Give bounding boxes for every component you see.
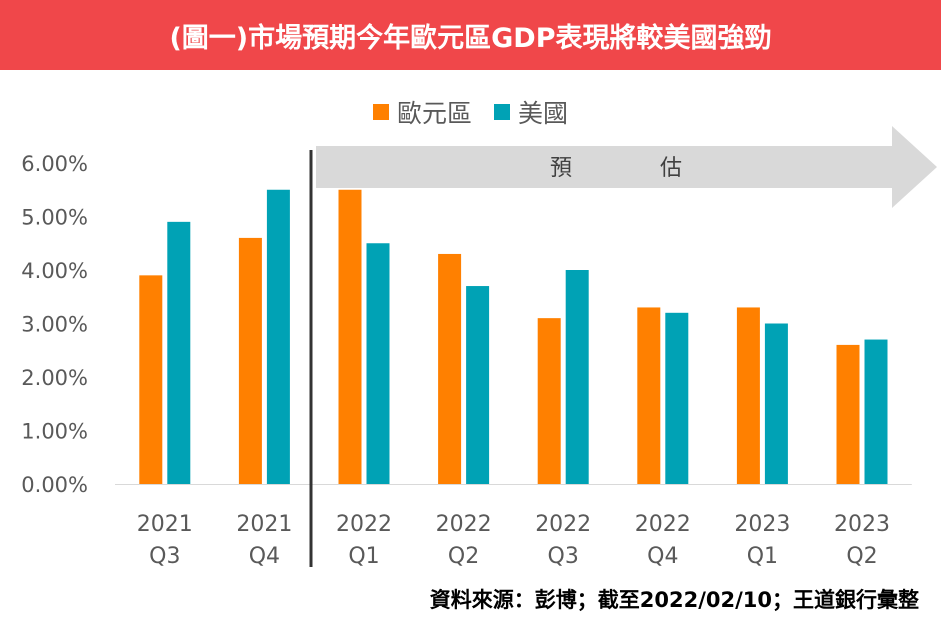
legend-item-us: 美國 <box>494 94 568 130</box>
y-tick-label: 2.00% <box>21 366 88 390</box>
forecast-label-2: 估 <box>660 156 682 181</box>
bar-us <box>764 323 788 484</box>
x-tick-quarter: Q2 <box>846 544 877 569</box>
bar-euro <box>537 318 561 484</box>
x-tick-quarter: Q4 <box>647 544 678 569</box>
y-tick-label: 6.00% <box>21 152 88 176</box>
x-axis: 2021 Q3 2021 Q4 2022 Q1 2022 Q2 2022 Q3 2022 Q4 2023… <box>115 150 912 569</box>
x-tick-quarter: Q2 <box>448 544 479 569</box>
bar-euro <box>139 275 163 484</box>
forecast-arrow: 預估 <box>316 126 937 208</box>
bar-us <box>565 270 589 484</box>
bar-us <box>266 189 290 484</box>
bar-us <box>167 221 191 484</box>
legend-item-euro: 歐元區 <box>372 94 472 130</box>
bar-euro <box>438 253 462 484</box>
legend-label-euro: 歐元區 <box>396 99 472 128</box>
legend: 歐元區 美國 <box>0 94 941 130</box>
x-tick-year: 2022 <box>535 512 591 537</box>
bar-euro <box>338 189 362 484</box>
bar-us <box>665 312 689 484</box>
bar-us <box>366 243 390 484</box>
chart-title: (圖一)市場預期今年歐元區GDP表現將較美國強勁 <box>169 22 772 54</box>
bar-euro <box>736 307 760 484</box>
legend-swatch-euro <box>372 104 389 120</box>
x-tick-quarter: Q1 <box>348 544 379 569</box>
x-tick-year: 2023 <box>834 512 890 537</box>
x-tick-quarter: Q3 <box>548 544 579 569</box>
x-tick-quarter: Q3 <box>149 544 180 569</box>
legend-label-us: 美國 <box>518 99 569 128</box>
bar-euro <box>238 237 262 484</box>
x-tick-year: 2022 <box>635 512 691 537</box>
bars <box>139 189 888 484</box>
y-tick-label: 5.00% <box>21 206 88 230</box>
y-tick-label: 1.00% <box>21 420 88 444</box>
y-tick-label: 3.00% <box>21 313 88 337</box>
x-tick-year: 2022 <box>436 512 492 537</box>
y-axis: 0.00% 1.00% 2.00% 3.00% 4.00% 5.00% 6.00% <box>21 152 88 497</box>
y-tick-label: 0.00% <box>21 473 88 497</box>
x-tick-quarter: Q4 <box>249 544 280 569</box>
source-note: 資料來源：彭博；截至2022/02/10；王道銀行彙整 <box>429 588 919 612</box>
x-tick-year: 2022 <box>336 512 392 537</box>
x-tick-year: 2021 <box>236 512 292 537</box>
bar-us <box>466 286 490 484</box>
x-tick-year: 2021 <box>137 512 193 537</box>
legend-swatch-us <box>494 104 510 120</box>
x-tick-quarter: Q1 <box>747 544 778 569</box>
y-tick-label: 4.00% <box>21 259 88 283</box>
forecast-label-1: 預 <box>550 156 572 181</box>
chart-title-banner: (圖一)市場預期今年歐元區GDP表現將較美國強勁 <box>0 0 941 70</box>
bar-us <box>864 339 888 484</box>
x-tick-year: 2023 <box>734 512 790 537</box>
bar-euro <box>836 344 860 484</box>
forecast-arrow-shape <box>316 126 937 208</box>
bar-euro <box>637 307 661 484</box>
